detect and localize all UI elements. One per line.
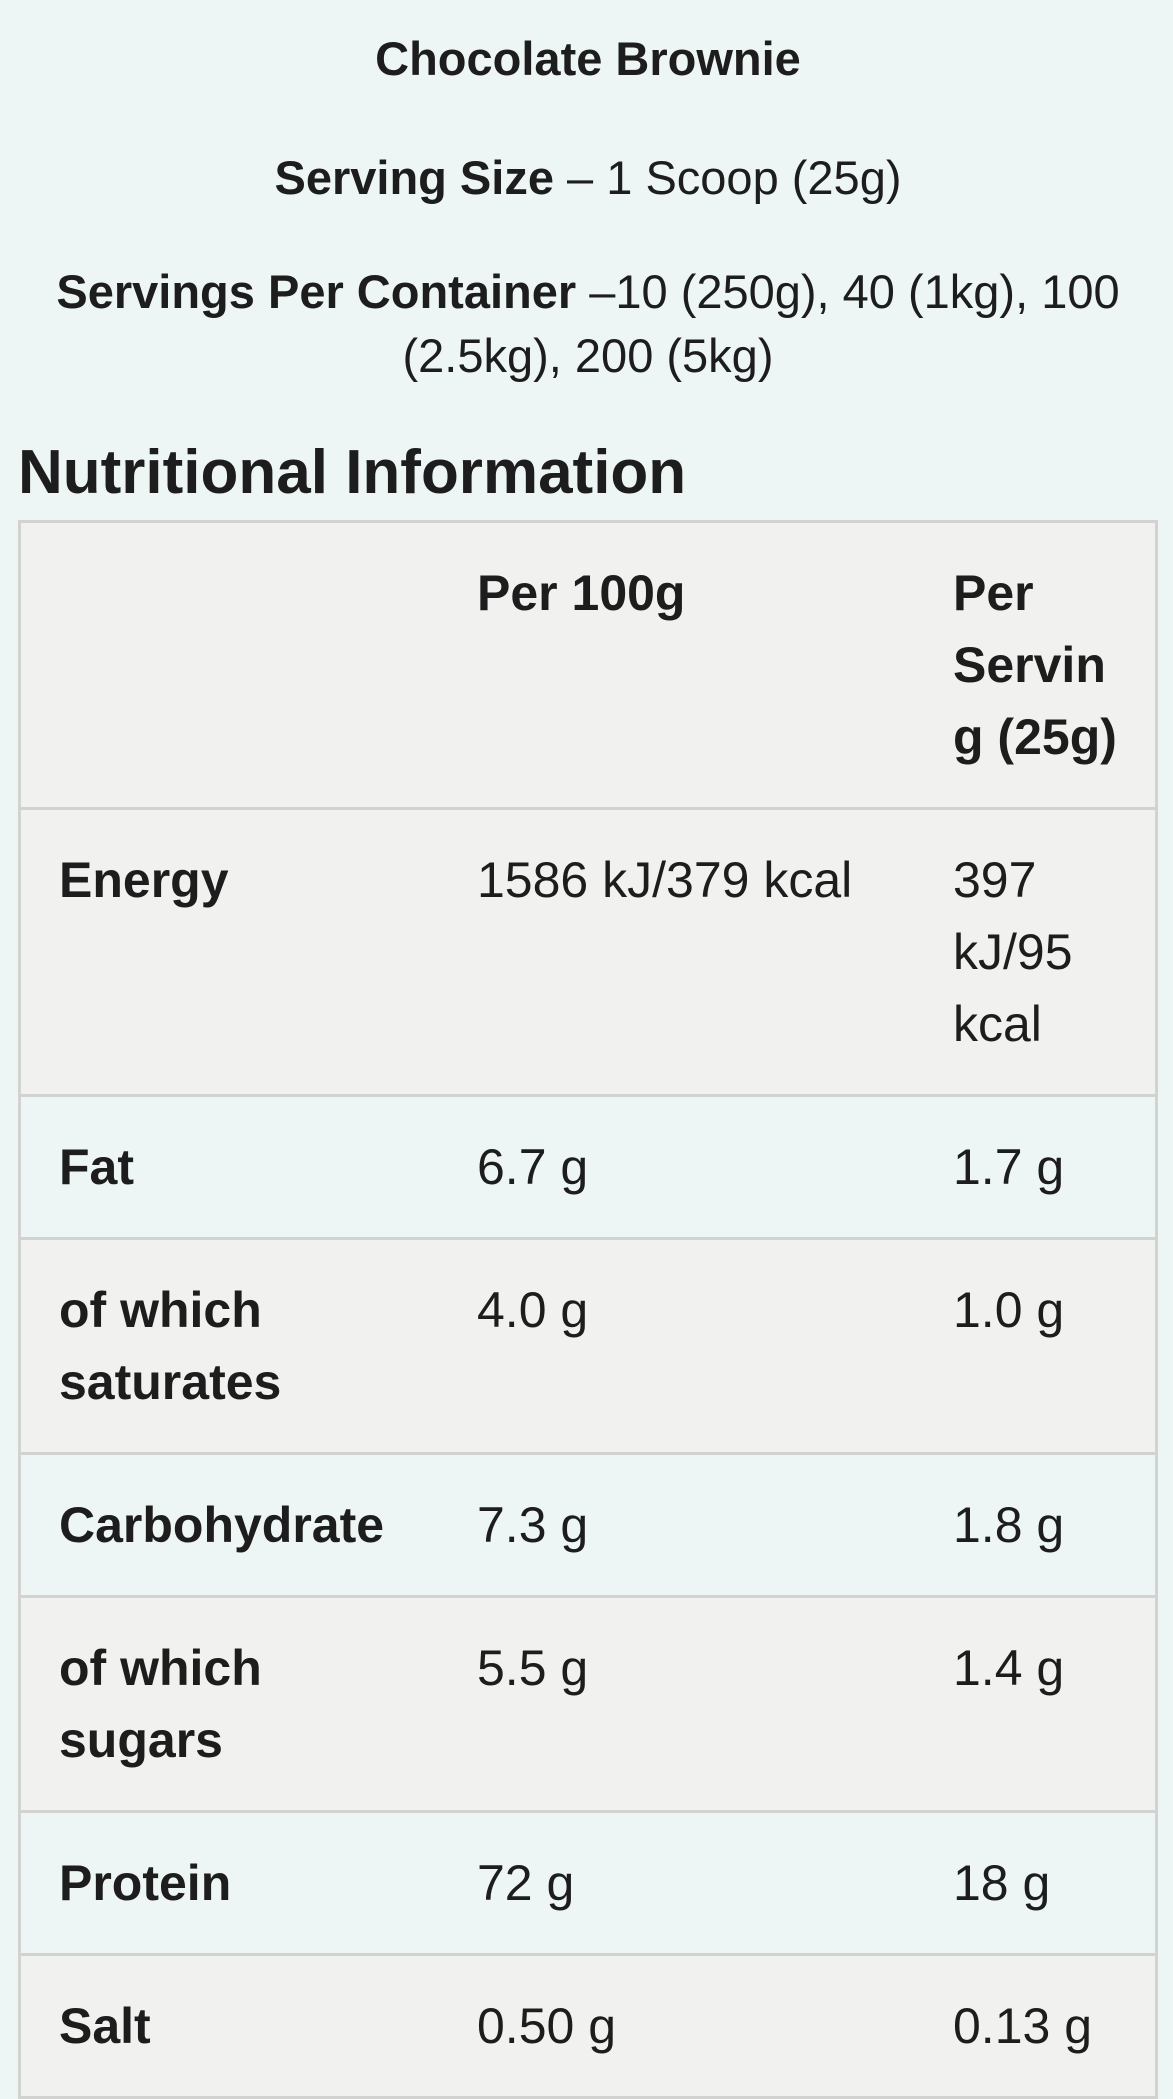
product-title: Chocolate Brownie (375, 32, 801, 85)
row-label-cell: Salt (19, 1953, 439, 2098)
product-intro: Chocolate Brownie Serving Size – 1 Scoop… (18, 26, 1158, 388)
servings-per-container-value: –10 (250g), 40 (1kg), 100 (2.5kg), 200 (… (402, 265, 1120, 382)
table-row: Salt 0.50 g 0.13 g (19, 1953, 1157, 2098)
col-header-per-serving: Per Serving (25g) (915, 520, 1157, 809)
per-100g-cell: 72 g (439, 1810, 915, 1955)
nutrition-table: Per 100g Per Serving (25g) Energy 1586 kJ… (18, 520, 1158, 2099)
serving-size-line: Serving Size – 1 Scoop (25g) (18, 146, 1158, 210)
row-label-cell: Protein (19, 1810, 439, 1955)
row-label-cell: of which sugars (19, 1595, 439, 1812)
col-header-per-100g: Per 100g (439, 520, 915, 809)
per-100g-cell: 1586 kJ/379 kcal (439, 807, 915, 1096)
per-serving-cell: 0.13 g (915, 1953, 1157, 2098)
nutritional-information-heading: Nutritional Information (18, 438, 687, 507)
per-serving-cell: 1.7 g (915, 1094, 1157, 1239)
header-row: Per 100g Per Serving (25g) (19, 520, 1157, 809)
per-serving-cell: 397 kJ/95 kcal (915, 807, 1157, 1096)
per-100g-cell: 5.5 g (439, 1595, 915, 1812)
per-100g-cell: 0.50 g (439, 1953, 915, 2098)
table-row: of which saturates 4.0 g 1.0 g (19, 1237, 1157, 1454)
table-row: Protein 72 g 18 g (19, 1810, 1157, 1955)
per-100g-cell: 6.7 g (439, 1094, 915, 1239)
serving-size-label: Serving Size (274, 151, 554, 204)
per-serving-cell: 18 g (915, 1810, 1157, 1955)
per-100g-cell: 7.3 g (439, 1452, 915, 1597)
per-100g-cell: 4.0 g (439, 1237, 915, 1454)
table-row: Energy 1586 kJ/379 kcal 397 kJ/95 kcal (19, 807, 1157, 1096)
table-row: of which sugars 5.5 g 1.4 g (19, 1595, 1157, 1812)
servings-per-container-line: Servings Per Container –10 (250g), 40 (1… (18, 260, 1158, 388)
row-label-cell: Fat (19, 1094, 439, 1239)
servings-per-container-label: Servings Per Container (56, 265, 577, 318)
nutrition-table-header: Per 100g Per Serving (25g) (19, 520, 1157, 809)
nutrition-table-body: Energy 1586 kJ/379 kcal 397 kJ/95 kcal Fat 6… (19, 807, 1157, 2098)
per-serving-cell: 1.0 g (915, 1237, 1157, 1454)
row-label-cell: of which saturates (19, 1237, 439, 1454)
table-row: Carbohydrate 7.3 g 1.8 g (19, 1452, 1157, 1597)
row-label-cell: Energy (19, 807, 439, 1096)
serving-size-value: – 1 Scoop (25g) (567, 151, 902, 204)
per-serving-cell: 1.8 g (915, 1452, 1157, 1597)
row-label-cell: Carbohydrate (19, 1452, 439, 1597)
table-row: Fat 6.7 g 1.7 g (19, 1094, 1157, 1239)
per-serving-cell: 1.4 g (915, 1595, 1157, 1812)
col-header-blank (19, 520, 439, 809)
